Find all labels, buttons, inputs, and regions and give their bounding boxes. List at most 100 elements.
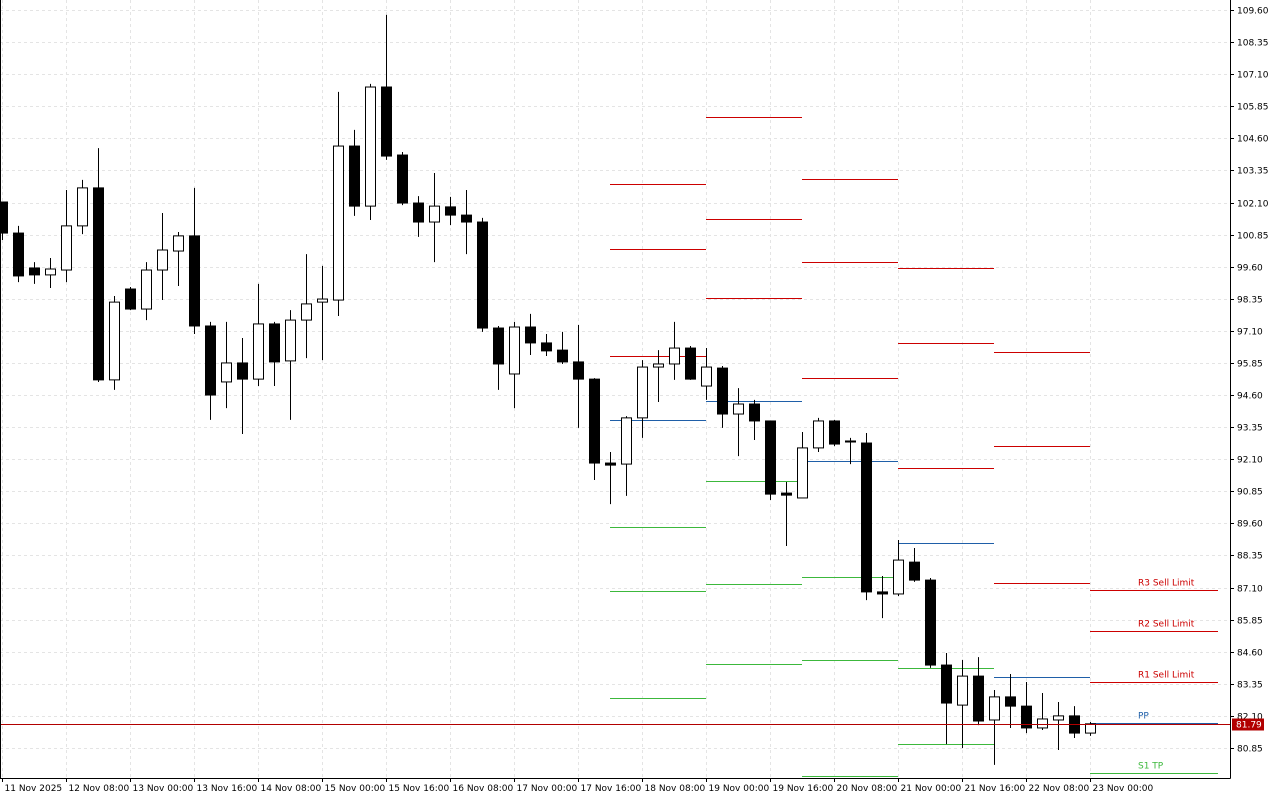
candle-body: [157, 249, 168, 271]
candle-body: [509, 326, 520, 375]
candle-body: [285, 319, 296, 362]
y-tick-label: 87.10: [1237, 585, 1263, 595]
y-tick-label: 107.10: [1237, 71, 1269, 81]
x-tick-label: 19 Nov 00:00: [709, 784, 770, 794]
candle-body: [797, 447, 808, 499]
candle-body: [669, 347, 680, 365]
pivot-label: S1 TP: [1138, 762, 1164, 772]
candle-body: [349, 145, 360, 207]
x-tick-label: 13 Nov 16:00: [197, 784, 258, 794]
candle-body: [541, 342, 552, 352]
candle-body: [845, 440, 856, 443]
candle-body: [365, 86, 376, 207]
candle-body: [333, 145, 344, 301]
candle-body: [957, 675, 968, 706]
candle-body: [765, 420, 776, 495]
candle-body: [573, 361, 584, 380]
candle-body: [445, 206, 456, 216]
candle-body: [973, 675, 984, 722]
candle-body: [525, 326, 536, 344]
x-tick-label: 19 Nov 16:00: [773, 784, 834, 794]
y-tick-label: 93.35: [1237, 424, 1263, 434]
candle-body: [701, 366, 712, 387]
candle-body: [925, 579, 936, 666]
candle-body: [0, 201, 8, 234]
candle-body: [1037, 718, 1048, 729]
candle-body: [813, 420, 824, 449]
pivot-label: R2 Sell Limit: [1138, 620, 1195, 630]
candle-body: [317, 298, 328, 303]
x-tick-label: 17 Nov 16:00: [581, 784, 642, 794]
y-tick-label: 109.60: [1237, 7, 1269, 17]
x-tick-label: 20 Nov 08:00: [837, 784, 898, 794]
x-tick-label: 13 Nov 00:00: [133, 784, 194, 794]
y-tick-label: 103.35: [1237, 167, 1269, 177]
candle-body: [749, 403, 760, 422]
x-tick-label: 15 Nov 00:00: [325, 784, 386, 794]
x-tick-label: 14 Nov 08:00: [261, 784, 322, 794]
y-tick-label: 89.60: [1237, 520, 1263, 530]
x-tick-label: 18 Nov 08:00: [645, 784, 706, 794]
candle-body: [29, 267, 40, 276]
candle-body: [381, 86, 392, 157]
pivot-label: R1 Sell Limit: [1138, 671, 1195, 681]
y-tick-label: 84.60: [1237, 649, 1263, 659]
candle-body: [477, 221, 488, 329]
candle-body: [1085, 723, 1096, 734]
candle-body: [557, 349, 568, 363]
candle-body: [109, 301, 120, 381]
candle-body: [269, 323, 280, 363]
y-tick-label: 99.60: [1237, 264, 1263, 274]
candle-body: [1005, 696, 1016, 707]
y-tick-label: 104.60: [1237, 135, 1269, 145]
x-tick-label: 22 Nov 08:00: [1029, 784, 1090, 794]
candle-body: [45, 268, 56, 276]
candle-body: [13, 232, 24, 277]
candle-body: [253, 323, 264, 380]
x-tick-label: 11 Nov 2025: [5, 784, 63, 794]
candle-body: [61, 225, 72, 271]
y-tick-label: 105.85: [1237, 103, 1269, 113]
y-tick-label: 83.35: [1237, 681, 1263, 691]
candle-body: [173, 235, 184, 252]
candle-body: [621, 417, 632, 465]
candle-body: [909, 561, 920, 581]
candle-body: [1053, 715, 1064, 721]
y-tick-label: 80.85: [1237, 745, 1263, 755]
candle-body: [829, 420, 840, 445]
candle-body: [141, 269, 152, 310]
candle-body: [461, 214, 472, 223]
candle-body: [397, 154, 408, 204]
y-tick-label: 97.10: [1237, 328, 1263, 338]
y-tick-label: 108.35: [1237, 39, 1269, 49]
candle-body: [301, 303, 312, 321]
axes: 109.60 108.35 107.10 105.85 104.60 103.35 102.…: [0, 0, 1269, 794]
y-tick-label: 100.85: [1237, 232, 1269, 242]
candle-body: [77, 187, 88, 227]
y-tick-label: 98.35: [1237, 296, 1263, 306]
candle-body: [941, 664, 952, 704]
y-tick-label: 95.85: [1237, 360, 1263, 370]
current-price-tag: [1232, 718, 1264, 731]
candle-body: [93, 187, 104, 381]
pivot-label: R3 Sell Limit: [1138, 579, 1195, 589]
x-tick-label: 17 Nov 00:00: [517, 784, 578, 794]
candle-body: [205, 325, 216, 396]
candle-body: [637, 366, 648, 419]
candle-body: [237, 362, 248, 380]
candle-body: [989, 696, 1000, 721]
candle-body: [877, 591, 888, 595]
x-tick-label: 16 Nov 08:00: [453, 784, 514, 794]
candle-body: [429, 205, 440, 223]
candle-body: [781, 492, 792, 496]
candle-body: [685, 347, 696, 380]
candle-body: [605, 462, 616, 466]
candle-body: [413, 202, 424, 223]
x-tick-label: 12 Nov 08:00: [69, 784, 130, 794]
y-tick-label: 85.85: [1237, 617, 1263, 627]
candle-body: [733, 403, 744, 415]
y-tick-label: 94.60: [1237, 392, 1263, 402]
x-tick-label: 21 Nov 16:00: [965, 784, 1026, 794]
y-tick-label: 82.10: [1237, 713, 1263, 723]
